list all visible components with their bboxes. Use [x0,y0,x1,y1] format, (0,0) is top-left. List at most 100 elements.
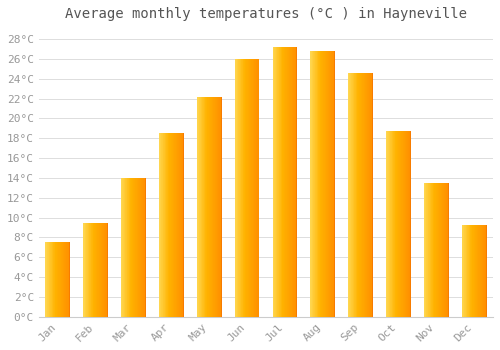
Bar [325,51,326,317]
Bar [362,73,363,317]
Bar [213,97,214,317]
Bar [397,131,398,317]
Bar [358,73,360,317]
Bar [217,97,218,317]
Bar [133,178,134,317]
Bar [330,51,331,317]
Bar [122,178,123,317]
Bar [253,59,254,317]
Bar [353,73,354,317]
Bar [371,73,372,317]
Bar [390,131,391,317]
Bar [200,97,202,317]
Bar [394,131,395,317]
Bar [178,133,179,317]
Bar [237,59,238,317]
Bar [322,51,323,317]
Bar [145,178,146,317]
Bar [90,223,91,317]
Bar [443,183,444,317]
Bar [281,47,282,317]
Bar [481,225,482,317]
Bar [64,243,66,317]
Bar [50,243,51,317]
Bar [89,223,90,317]
Bar [141,178,142,317]
Bar [142,178,143,317]
Bar [131,178,132,317]
Bar [250,59,251,317]
Bar [107,223,108,317]
Bar [470,225,471,317]
Bar [368,73,370,317]
Bar [201,97,202,317]
Bar [425,183,426,317]
Bar [462,225,463,317]
Bar [365,73,366,317]
Bar [206,97,208,317]
Bar [124,178,125,317]
Bar [350,73,352,317]
Bar [296,47,298,317]
Bar [162,133,164,317]
Bar [51,243,52,317]
Bar [358,73,359,317]
Bar [352,73,354,317]
Bar [53,243,54,317]
Bar [357,73,358,317]
Bar [312,51,313,317]
Bar [393,131,394,317]
Bar [62,243,64,317]
Bar [484,225,485,317]
Bar [274,47,275,317]
Bar [93,223,94,317]
Bar [165,133,166,317]
Bar [205,97,206,317]
Bar [220,97,222,317]
Bar [401,131,402,317]
Bar [56,243,58,317]
Bar [257,59,258,317]
Bar [474,225,475,317]
Bar [330,51,332,317]
Bar [410,131,411,317]
Bar [211,97,212,317]
Bar [322,51,324,317]
Bar [60,243,61,317]
Bar [388,131,389,317]
Bar [437,183,438,317]
Bar [68,243,69,317]
Bar [442,183,443,317]
Bar [348,73,349,317]
Bar [138,178,139,317]
Bar [277,47,278,317]
Bar [208,97,210,317]
Bar [219,97,220,317]
Bar [477,225,478,317]
Bar [132,178,133,317]
Bar [398,131,399,317]
Bar [214,97,215,317]
Bar [239,59,240,317]
Bar [234,59,236,317]
Bar [98,223,100,317]
Bar [144,178,146,317]
Bar [448,183,449,317]
Bar [94,223,95,317]
Bar [175,133,176,317]
Bar [276,47,277,317]
Bar [316,51,318,317]
Bar [314,51,315,317]
Bar [90,223,92,317]
Bar [291,47,292,317]
Bar [355,73,356,317]
Bar [177,133,178,317]
Bar [424,183,425,317]
Bar [86,223,87,317]
Bar [476,225,478,317]
Bar [468,225,469,317]
Bar [386,131,387,317]
Bar [407,131,408,317]
Bar [66,243,67,317]
Bar [126,178,127,317]
